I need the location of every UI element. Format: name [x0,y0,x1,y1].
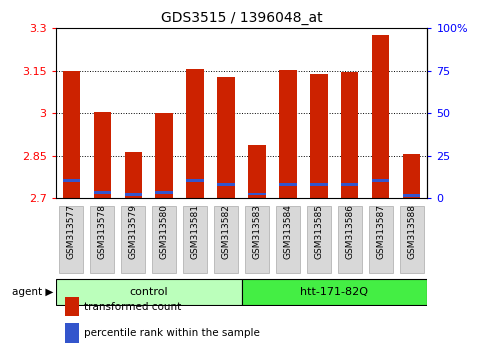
FancyBboxPatch shape [121,206,145,273]
Bar [372,35,389,198]
Title: GDS3515 / 1396048_at: GDS3515 / 1396048_at [161,11,322,24]
Bar [248,145,266,198]
Bar [403,154,421,198]
Bar [62,179,80,182]
Bar [280,183,297,186]
FancyBboxPatch shape [245,206,269,273]
FancyBboxPatch shape [369,206,393,273]
FancyBboxPatch shape [242,279,427,305]
FancyBboxPatch shape [56,279,242,305]
FancyBboxPatch shape [183,206,207,273]
Text: GSM313578: GSM313578 [98,204,107,259]
Text: GSM313584: GSM313584 [284,204,293,259]
Bar [125,152,142,198]
Bar [186,69,203,198]
FancyBboxPatch shape [90,206,114,273]
Text: GSM313583: GSM313583 [253,204,261,259]
FancyBboxPatch shape [307,206,331,273]
Text: percentile rank within the sample: percentile rank within the sample [84,329,259,338]
Bar [341,72,358,198]
Bar [156,113,172,198]
Bar [217,77,235,198]
Text: GSM313585: GSM313585 [314,204,324,259]
FancyBboxPatch shape [214,206,238,273]
Text: GSM313581: GSM313581 [190,204,199,259]
Bar [186,179,203,182]
Bar [403,194,421,197]
Text: GSM313577: GSM313577 [67,204,75,259]
Bar [94,191,111,194]
Text: htt-171-82Q: htt-171-82Q [300,287,369,297]
Bar [217,183,235,186]
Bar [341,183,358,186]
Bar [94,112,111,198]
Text: GSM313588: GSM313588 [408,204,416,259]
Bar [156,191,172,194]
Text: GSM313579: GSM313579 [128,204,138,259]
FancyBboxPatch shape [400,206,424,273]
Bar [62,72,80,198]
FancyBboxPatch shape [338,206,362,273]
FancyBboxPatch shape [59,206,83,273]
Text: control: control [129,287,168,297]
Text: agent ▶: agent ▶ [12,287,53,297]
Bar [372,179,389,182]
FancyBboxPatch shape [152,206,176,273]
Bar [280,70,297,198]
Bar [311,183,327,186]
Text: GSM313587: GSM313587 [376,204,385,259]
Text: GSM313580: GSM313580 [159,204,169,259]
Text: transformed count: transformed count [84,302,181,312]
Bar [311,74,327,198]
Text: GSM313586: GSM313586 [345,204,355,259]
FancyBboxPatch shape [276,206,300,273]
Bar [125,193,142,196]
Bar [248,193,266,195]
Text: GSM313582: GSM313582 [222,204,230,259]
